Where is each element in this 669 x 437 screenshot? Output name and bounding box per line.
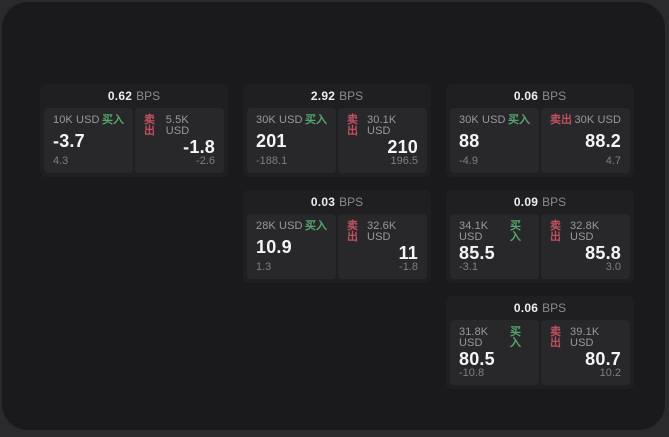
sell-sub-value: 3.0 bbox=[605, 261, 621, 273]
buy-price: -3.7 bbox=[53, 131, 85, 151]
buy-side-label: 买入 bbox=[305, 220, 327, 232]
bps-unit-label: BPS bbox=[136, 89, 161, 103]
bps-value: 0.06 bbox=[513, 301, 539, 315]
bps-spread-header: 0.03 BPS bbox=[243, 190, 431, 214]
sell-side-label: 卖出 bbox=[550, 220, 561, 243]
bps-unit-label: BPS bbox=[542, 195, 567, 209]
buy-quote-panel[interactable]: 34.1K USD 买入 85.5 -3.1 bbox=[450, 214, 539, 279]
buy-sub-value: -4.9 bbox=[459, 155, 478, 167]
quote-card: 2.92 BPS 30K USD 买入 201 -188.1 卖出 30.1K … bbox=[243, 84, 431, 177]
sell-side-label: 卖出 bbox=[550, 114, 572, 126]
buy-side-label: 买入 bbox=[509, 220, 521, 243]
sell-sub-value: 10.2 bbox=[599, 367, 621, 379]
sell-quote-panel[interactable]: 卖出 30K USD 88.2 4.7 bbox=[541, 108, 630, 173]
bps-value: 0.62 bbox=[107, 89, 133, 103]
sell-amount-label: 32.6K USD bbox=[367, 220, 397, 243]
buy-amount-label: 30K USD bbox=[256, 114, 303, 126]
bps-spread-header: 0.62 BPS bbox=[40, 84, 228, 108]
buy-sub-value: 1.3 bbox=[256, 261, 272, 273]
bps-unit-label: BPS bbox=[339, 195, 364, 209]
sell-quote-panel[interactable]: 卖出 32.6K USD 11 -1.8 bbox=[338, 214, 427, 279]
sell-side-label: 卖出 bbox=[347, 220, 358, 243]
buy-quote-panel[interactable]: 31.8K USD 买入 80.5 -10.8 bbox=[450, 320, 539, 385]
buy-price: 201 bbox=[256, 131, 287, 151]
quote-card: 0.03 BPS 28K USD 买入 10.9 1.3 卖出 32.6K US… bbox=[243, 190, 431, 283]
sell-sub-value: 4.7 bbox=[605, 155, 621, 167]
buy-price: 88 bbox=[459, 131, 480, 151]
buy-side-label: 买入 bbox=[508, 114, 530, 126]
buy-amount-label: 31.8K USD bbox=[459, 326, 489, 349]
sell-price: 210 bbox=[387, 136, 418, 157]
sell-price: 88.2 bbox=[585, 131, 621, 151]
sell-quote-panel[interactable]: 卖出 32.8K USD 85.8 3.0 bbox=[541, 214, 630, 279]
buy-price: 80.5 bbox=[459, 348, 495, 369]
sell-amount-label: 30K USD bbox=[574, 114, 621, 126]
buy-quote-panel[interactable]: 30K USD 买入 88 -4.9 bbox=[450, 108, 539, 173]
sell-quote-panel[interactable]: 卖出 5.5K USD -1.8 -2.6 bbox=[135, 108, 224, 173]
quote-card: 0.06 BPS 30K USD 买入 88 -4.9 卖出 30K USD 8… bbox=[446, 84, 634, 177]
quote-card: 0.09 BPS 34.1K USD 买入 85.5 -3.1 卖出 32.8K… bbox=[446, 190, 634, 283]
buy-sub-value: -188.1 bbox=[256, 155, 288, 167]
sell-quote-panel[interactable]: 卖出 30.1K USD 210 196.5 bbox=[338, 108, 427, 173]
bps-value: 0.03 bbox=[310, 195, 336, 209]
buy-amount-label: 34.1K USD bbox=[459, 220, 489, 243]
bps-value: 0.09 bbox=[513, 195, 539, 209]
sell-side-label: 卖出 bbox=[347, 114, 358, 137]
buy-price: 85.5 bbox=[459, 242, 495, 263]
buy-quote-panel[interactable]: 30K USD 买入 201 -188.1 bbox=[247, 108, 336, 173]
buy-sub-value: 4.3 bbox=[53, 155, 69, 167]
buy-amount-label: 30K USD bbox=[459, 114, 506, 126]
sell-sub-value: -2.6 bbox=[196, 155, 215, 167]
sell-sub-value: -1.8 bbox=[399, 261, 418, 273]
sell-price: 80.7 bbox=[585, 348, 621, 369]
buy-side-label: 买入 bbox=[509, 326, 521, 349]
buy-side-label: 买入 bbox=[305, 114, 327, 126]
sell-quote-panel[interactable]: 卖出 39.1K USD 80.7 10.2 bbox=[541, 320, 630, 385]
bps-unit-label: BPS bbox=[339, 89, 364, 103]
buy-price: 10.9 bbox=[256, 237, 292, 257]
buy-quote-panel[interactable]: 10K USD 买入 -3.7 4.3 bbox=[44, 108, 133, 173]
bps-unit-label: BPS bbox=[542, 89, 567, 103]
sell-price: -1.8 bbox=[183, 136, 215, 157]
app-window: 0.62 BPS 10K USD 买入 -3.7 4.3 卖出 5.5K USD… bbox=[2, 2, 665, 430]
sell-amount-label: 5.5K USD bbox=[165, 114, 190, 137]
sell-amount-label: 39.1K USD bbox=[570, 326, 600, 349]
buy-amount-label: 10K USD bbox=[53, 114, 100, 126]
bps-unit-label: BPS bbox=[542, 301, 567, 315]
bps-value: 2.92 bbox=[310, 89, 336, 103]
buy-sub-value: -3.1 bbox=[459, 261, 478, 273]
sell-amount-label: 30.1K USD bbox=[367, 114, 397, 137]
sell-price: 11 bbox=[398, 242, 418, 263]
buy-amount-label: 28K USD bbox=[256, 220, 303, 232]
bps-spread-header: 0.09 BPS bbox=[446, 190, 634, 214]
sell-amount-label: 32.8K USD bbox=[570, 220, 600, 243]
bps-spread-header: 0.06 BPS bbox=[446, 296, 634, 320]
quote-card: 0.62 BPS 10K USD 买入 -3.7 4.3 卖出 5.5K USD… bbox=[40, 84, 228, 177]
sell-sub-value: 196.5 bbox=[390, 155, 418, 167]
buy-sub-value: -10.8 bbox=[459, 367, 485, 379]
bps-value: 0.06 bbox=[513, 89, 539, 103]
bps-spread-header: 0.06 BPS bbox=[446, 84, 634, 108]
buy-quote-panel[interactable]: 28K USD 买入 10.9 1.3 bbox=[247, 214, 336, 279]
sell-side-label: 卖出 bbox=[550, 326, 561, 349]
sell-side-label: 卖出 bbox=[144, 114, 155, 137]
buy-side-label: 买入 bbox=[102, 114, 124, 126]
sell-price: 85.8 bbox=[585, 242, 621, 263]
quote-card: 0.06 BPS 31.8K USD 买入 80.5 -10.8 卖出 39.1… bbox=[446, 296, 634, 389]
bps-spread-header: 2.92 BPS bbox=[243, 84, 431, 108]
